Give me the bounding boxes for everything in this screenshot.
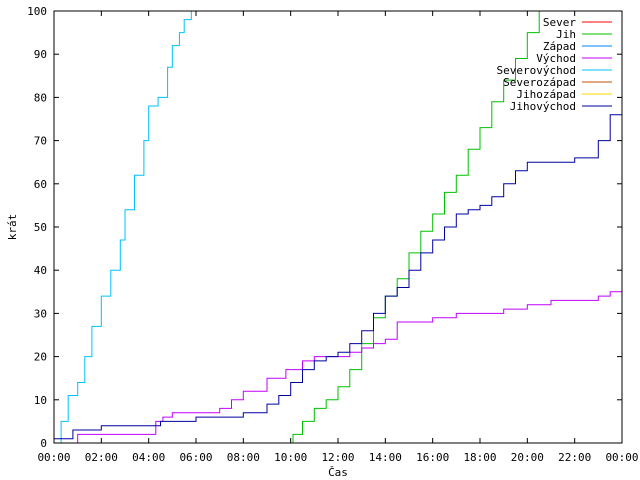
x-tick-label: 14:00	[369, 451, 402, 464]
legend-label: Severovýchod	[497, 64, 576, 77]
ticks-layer: 00:00 02:00 04:00 06:00 08:00 10:00 12:00 14:00…	[27, 5, 638, 464]
legend-label: Západ	[543, 40, 576, 53]
x-axis-title: Čas	[328, 466, 348, 479]
y-tick-label: 0	[40, 437, 47, 450]
y-tick-label: 80	[34, 91, 47, 104]
y-tick-label: 70	[34, 135, 47, 148]
y-tick-label: 20	[34, 351, 47, 364]
legend-label: Jihovýchod	[510, 100, 576, 113]
legend-label: Jihozápad	[516, 88, 576, 101]
y-tick-label: 40	[34, 264, 47, 277]
x-tick-label: 18:00	[463, 451, 496, 464]
y-tick-label: 60	[34, 178, 47, 191]
legend-label: Jih	[556, 28, 576, 41]
y-tick-label: 10	[34, 394, 47, 407]
x-tick-label: 12:00	[321, 451, 354, 464]
y-tick-label: 50	[34, 221, 47, 234]
y-tick-label: 90	[34, 48, 47, 61]
legend-label: Sever	[543, 16, 576, 29]
series-line	[54, 97, 623, 440]
legend-label: Severozápad	[503, 76, 576, 89]
x-tick-label: 08:00	[227, 451, 260, 464]
x-tick-label: 10:00	[274, 451, 307, 464]
x-tick-label: 20:00	[511, 451, 544, 464]
series-line	[54, 291, 622, 444]
x-tick-label: 00:00	[605, 451, 638, 464]
series-line	[290, 11, 540, 444]
series-layer	[54, 11, 623, 444]
x-tick-label: 02:00	[85, 451, 118, 464]
legend-label: Východ	[536, 52, 576, 65]
y-tick-label: 100	[27, 5, 47, 18]
x-tick-label: 16:00	[416, 451, 449, 464]
legend: SeverJihZápadVýchodSeverovýchodSeverozáp…	[497, 16, 612, 113]
y-tick-label: 30	[34, 307, 47, 320]
y-axis-title: krát	[6, 214, 19, 241]
series-line	[54, 11, 192, 444]
x-tick-label: 04:00	[132, 451, 165, 464]
x-tick-label: 22:00	[558, 451, 591, 464]
x-tick-label: 06:00	[179, 451, 212, 464]
x-tick-label: 00:00	[37, 451, 70, 464]
